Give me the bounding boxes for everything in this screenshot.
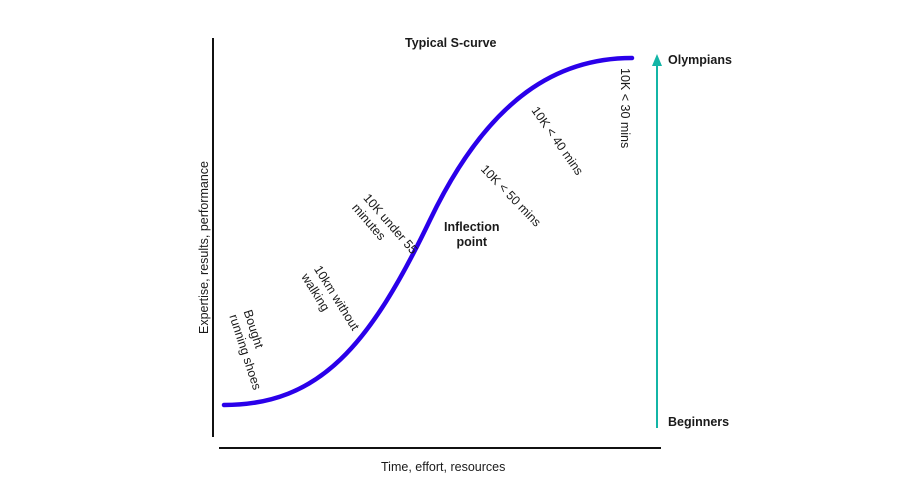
x-axis-label: Time, effort, resources (381, 460, 506, 474)
scale-top-label: Olympians (668, 53, 732, 67)
milestone-10k-under-30: 10K < 30 mins (618, 68, 632, 149)
inflection-point-label: Inflection point (444, 220, 500, 249)
scale-arrow-head (652, 54, 662, 66)
scale-bottom-label: Beginners (668, 415, 730, 429)
y-axis-label: Expertise, results, performance (197, 161, 211, 334)
s-curve (221, 55, 635, 408)
diagram-title: Typical S-curve (405, 36, 497, 50)
